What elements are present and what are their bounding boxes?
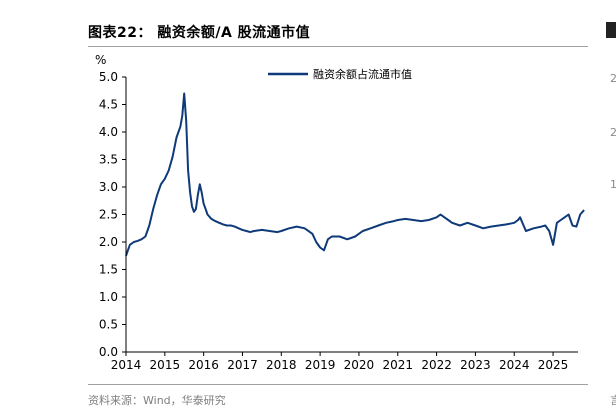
x-axis-ticks: 2014 2015 2016 2017 2018 2019 2020 2021 2022 2023… [111, 352, 569, 372]
y-tick-label: 1.0 [99, 290, 118, 304]
source-divider [88, 384, 588, 385]
x-tick-label: 2023 [460, 358, 491, 372]
edge-glyph: 言 [610, 394, 616, 407]
y-axis-unit-label: % [95, 53, 106, 67]
adjacent-figure-edge [606, 22, 616, 38]
y-tick-label: 1.5 [99, 263, 118, 277]
figure-title: 图表22： 融资余额/A 股流通市值 [88, 25, 311, 41]
edge-glyph: 1 [610, 178, 616, 191]
y-tick-label: 4.5 [99, 98, 118, 112]
y-tick-label: 5.0 [99, 70, 118, 84]
legend: 融资余额占流通市值 [268, 67, 412, 81]
y-axis-ticks: 0.0 0.5 1.0 1.5 2.0 2.5 3.0 3.5 4.0 4.5 5.0 [99, 70, 126, 359]
series-layer [125, 92, 585, 257]
x-tick-label: 2021 [382, 358, 413, 372]
x-tick-label: 2024 [499, 358, 530, 372]
x-tick-label: 2020 [344, 358, 375, 372]
y-tick-label: 3.0 [99, 180, 118, 194]
x-tick-label: 2018 [266, 358, 297, 372]
x-tick-label: 2019 [305, 358, 336, 372]
x-tick-label: 2017 [227, 358, 258, 372]
x-tick-label: 2015 [150, 358, 181, 372]
x-tick-label: 2014 [111, 358, 142, 372]
y-tick-label: 2.5 [99, 208, 118, 222]
y-tick-label: 0.5 [99, 318, 118, 332]
source-note: 资料来源：Wind，华泰研究 [88, 394, 226, 407]
edge-glyph: 2 [610, 72, 616, 85]
legend-label: 融资余额占流通市值 [313, 67, 412, 81]
x-tick-label: 2016 [188, 358, 219, 372]
edge-glyph: 2 [610, 126, 616, 139]
title-divider [88, 46, 588, 47]
x-tick-label: 2022 [421, 358, 452, 372]
y-tick-label: 3.5 [99, 153, 118, 167]
series-line-0 [125, 92, 585, 257]
y-tick-label: 4.0 [99, 125, 118, 139]
x-tick-label: 2025 [538, 358, 569, 372]
y-tick-label: 0.0 [99, 345, 118, 359]
y-tick-label: 2.0 [99, 235, 118, 249]
